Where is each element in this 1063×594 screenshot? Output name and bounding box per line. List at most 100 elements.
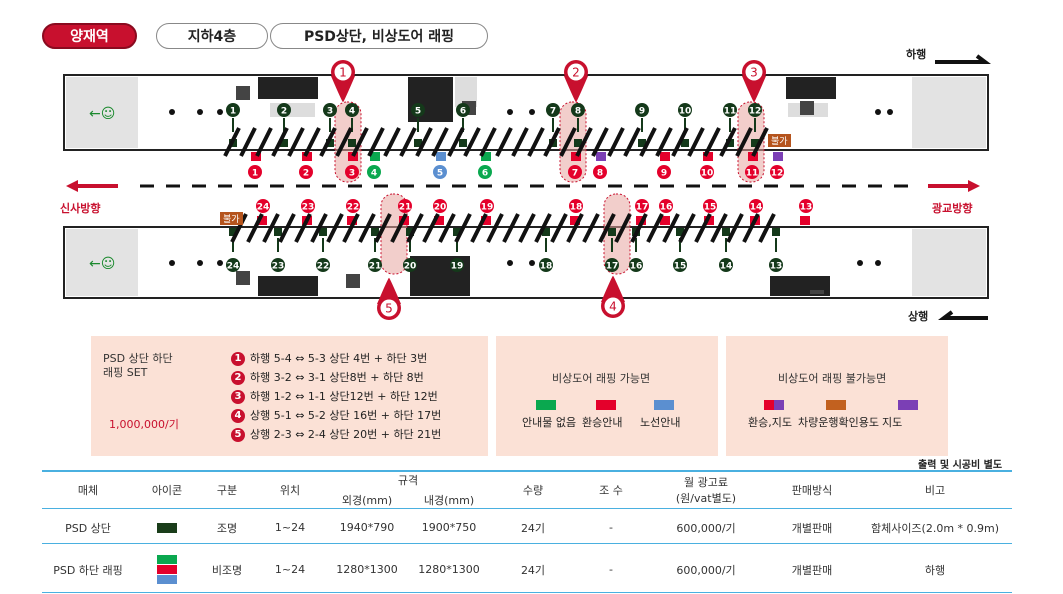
door-slat xyxy=(326,213,344,243)
door-slat xyxy=(678,213,696,243)
cell-sets: - xyxy=(609,563,613,576)
set-legend-text: 상행 2-3 ⇔ 2-4 상단 20번 + 하단 21번 xyxy=(250,428,442,441)
row-icon-swatch xyxy=(134,510,200,545)
set-title-1: PSD 상단 하단 xyxy=(103,352,173,365)
callout-pin-inner xyxy=(380,299,398,317)
door-slat xyxy=(454,213,472,243)
door-number-circle-label: 1 xyxy=(252,169,258,179)
door-slat xyxy=(262,213,280,243)
cell-inner: 1280*1300 xyxy=(418,563,480,576)
door-number-circle-label: 11 xyxy=(746,169,759,179)
door-slat xyxy=(415,127,433,157)
psd-top-block xyxy=(406,228,414,236)
psd-upper-marker xyxy=(748,103,762,117)
door-number-circle-label: 12 xyxy=(771,169,784,179)
callout-pin-inner xyxy=(604,297,622,315)
pillar-dots xyxy=(169,109,893,266)
door-number-circle-label: 4 xyxy=(371,169,377,179)
cell-fee: 600,000/기 xyxy=(676,521,736,535)
door-slat xyxy=(655,127,673,157)
psd-upper-marker xyxy=(546,103,560,117)
exit-sign-icon: ←☺ xyxy=(89,106,115,122)
header-qty: 수량 xyxy=(522,484,544,497)
door-color-block xyxy=(596,152,606,161)
set-legend-text: 상행 5-1 ⇔ 5-2 상단 16번 + 하단 17번 xyxy=(250,409,442,422)
door-slat xyxy=(591,127,609,157)
psd-lower-marker-label: 15 xyxy=(674,262,687,272)
upper-right-end-block xyxy=(912,77,986,148)
door-slat xyxy=(294,213,312,243)
floor-tab[interactable]: 지하4층 xyxy=(156,23,268,49)
door-number-circle xyxy=(480,199,494,213)
legend-swatch-label: 노선안내 xyxy=(640,416,681,429)
cell-position: 1~24 xyxy=(274,563,306,576)
door-slat xyxy=(662,213,680,243)
psd-top-block xyxy=(229,228,237,236)
psd-lower-marker-label: 21 xyxy=(369,262,382,272)
door-slat xyxy=(495,127,513,157)
door-slat xyxy=(447,127,465,157)
platform-diagram: ←☺ ←☺ xyxy=(63,54,991,320)
door-color-block xyxy=(436,152,446,161)
header-position: 위치 xyxy=(279,484,301,497)
set-legend-text: 하행 3-2 ⇔ 3-1 상단8번 + 하단 8번 xyxy=(250,371,424,384)
door-number-circle xyxy=(659,199,673,213)
door-number-circle-label: 9 xyxy=(661,169,667,179)
header-fee-sub: (원/vat별도) xyxy=(675,492,737,505)
icon-color-block xyxy=(157,522,177,533)
door-number-circle xyxy=(568,165,582,179)
psd-top-block xyxy=(280,139,288,147)
cell-qty: 24기 xyxy=(520,563,546,577)
door-number-circle-label: 21 xyxy=(399,203,412,213)
door-slat xyxy=(239,127,257,157)
door-number-circle-label: 22 xyxy=(347,203,360,213)
door-color-block xyxy=(570,216,580,225)
psd-top-block xyxy=(274,228,282,236)
door-slat xyxy=(406,213,424,243)
door-number-circle-label: 2 xyxy=(303,169,309,179)
psd-top-block xyxy=(726,139,734,147)
cell-media: PSD 상단 xyxy=(65,521,111,535)
door-color-block xyxy=(660,152,670,161)
psd-upper-marker-label: 1 xyxy=(230,107,236,117)
callout-number: 5 xyxy=(385,302,393,316)
icon-color-block xyxy=(157,555,177,564)
set-legend-item: 3 하행 1-2 ⇔ 1-1 상단12번 + 하단 12번 xyxy=(231,388,438,404)
door-slat xyxy=(422,213,440,243)
callout-pin xyxy=(742,76,766,103)
psd-lower-marker-label: 23 xyxy=(272,262,285,272)
psd-upper-marker xyxy=(277,103,291,117)
door-color-block xyxy=(348,152,358,161)
psd-lower-marker xyxy=(673,258,687,272)
door-slat xyxy=(710,213,728,243)
door-slat xyxy=(703,127,721,157)
down-arrow-icon xyxy=(935,54,991,64)
psd-lower-marker-label: 19 xyxy=(451,262,464,272)
upper-left-end-block xyxy=(66,77,138,148)
door-number-circle-label: 14 xyxy=(750,203,763,213)
title-tab[interactable]: PSD상단, 비상도어 래핑 xyxy=(270,23,488,49)
cell-note: 함체사이즈(2.0m * 0.9m) xyxy=(870,521,1000,535)
door-slat xyxy=(310,213,328,243)
door-slat xyxy=(534,213,552,243)
psd-upper-marker-label: 7 xyxy=(550,107,556,117)
cell-sale: 개별판매 xyxy=(791,521,833,535)
psd-lower-marker-label: 24 xyxy=(227,262,240,272)
door-color-block xyxy=(302,152,312,161)
door-slat xyxy=(726,213,744,243)
door-slat xyxy=(374,213,392,243)
door-slat xyxy=(559,127,577,157)
legend-swatch xyxy=(536,400,556,410)
psd-top-block xyxy=(459,139,467,147)
door-number-circle-label: 6 xyxy=(482,169,488,179)
station-tab[interactable]: 양재역 xyxy=(42,23,137,49)
door-color-block xyxy=(251,152,261,161)
cell-fee: 600,000/기 xyxy=(676,563,736,577)
door-number-circle xyxy=(433,199,447,213)
door-slat xyxy=(566,213,584,243)
door-number-circle-label: 8 xyxy=(597,169,603,179)
psd-upper-marker-label: 11 xyxy=(724,107,737,117)
psd-upper-marker xyxy=(323,103,337,117)
legend-swatch xyxy=(774,400,784,410)
door-number-circle-label: 24 xyxy=(257,203,270,213)
